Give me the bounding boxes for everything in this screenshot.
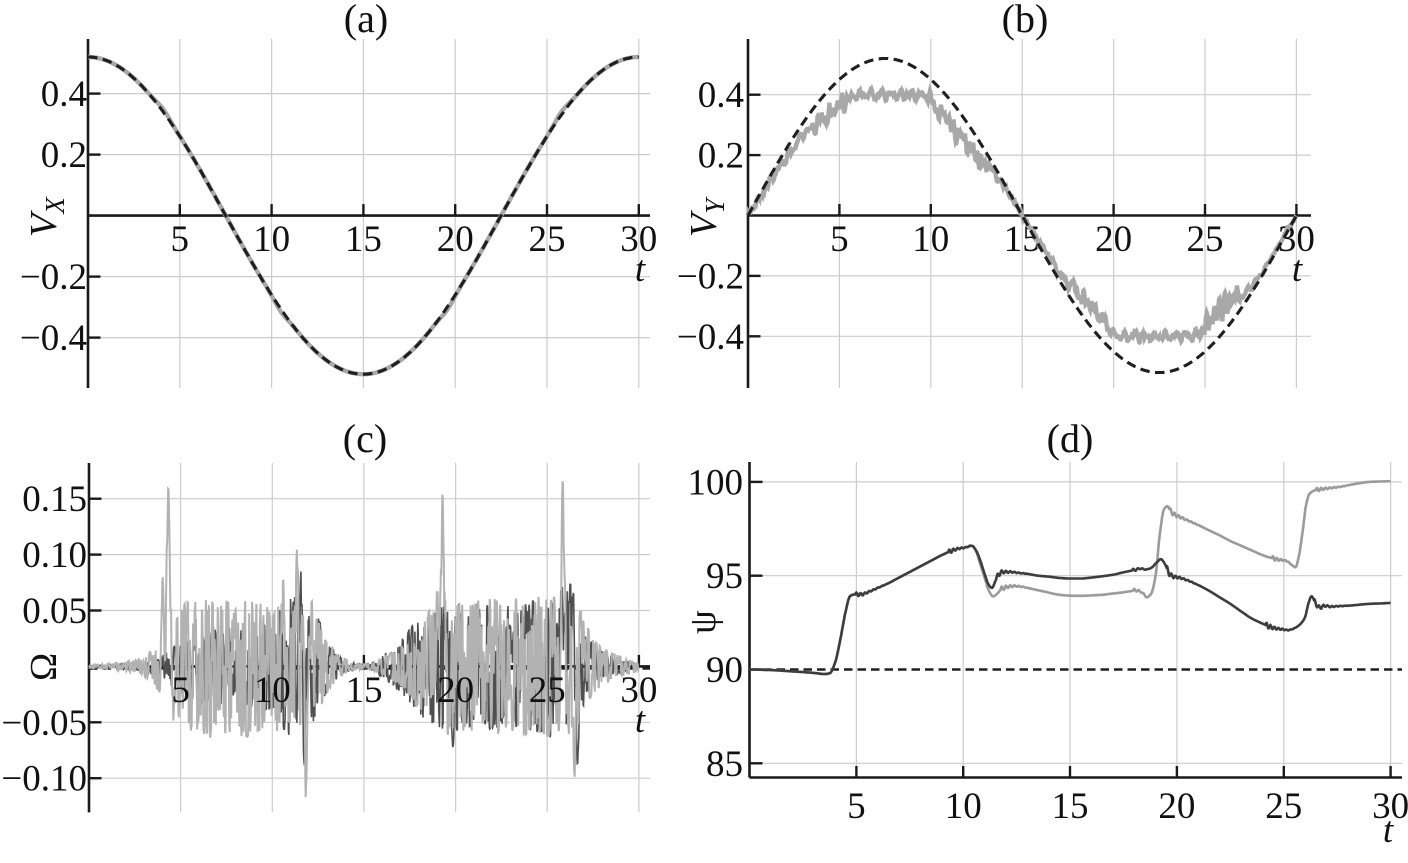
svg-text:ψ: ψ xyxy=(682,610,724,634)
svg-text:95: 95 xyxy=(706,556,743,597)
svg-text:(b): (b) xyxy=(1002,0,1049,41)
svg-text:30: 30 xyxy=(620,670,657,711)
svg-text:10: 10 xyxy=(253,219,290,260)
svg-text:−0.10: −0.10 xyxy=(1,759,87,800)
svg-text:5: 5 xyxy=(171,670,190,711)
svg-text:20: 20 xyxy=(1158,786,1195,827)
svg-text:10: 10 xyxy=(945,786,982,827)
svg-text:20: 20 xyxy=(437,670,474,711)
svg-text:5: 5 xyxy=(847,786,866,827)
svg-text:−0.05: −0.05 xyxy=(1,703,87,744)
svg-text:25: 25 xyxy=(529,219,566,260)
svg-text:t: t xyxy=(635,700,647,741)
svg-text:0.4: 0.4 xyxy=(698,75,744,116)
svg-text:−0.4: −0.4 xyxy=(677,317,744,358)
svg-text:20: 20 xyxy=(1095,219,1132,260)
svg-text:15: 15 xyxy=(345,219,382,260)
svg-text:25: 25 xyxy=(1265,786,1302,827)
svg-text:t: t xyxy=(1292,249,1304,290)
svg-text:25: 25 xyxy=(1187,219,1224,260)
svg-text:25: 25 xyxy=(529,670,566,711)
svg-text:−0.4: −0.4 xyxy=(20,318,87,359)
svg-text:10: 10 xyxy=(912,219,949,260)
svg-text:(d): (d) xyxy=(1047,416,1094,461)
svg-text:90: 90 xyxy=(706,650,743,691)
svg-text:0.15: 0.15 xyxy=(22,479,87,520)
svg-text:t: t xyxy=(635,249,647,290)
svg-text:(c): (c) xyxy=(343,416,387,461)
svg-text:100: 100 xyxy=(688,462,744,503)
svg-text:0.05: 0.05 xyxy=(22,591,87,632)
svg-text:85: 85 xyxy=(706,744,743,785)
svg-text:−0.2: −0.2 xyxy=(20,257,87,298)
svg-text:t: t xyxy=(1383,810,1395,851)
svg-text:15: 15 xyxy=(345,670,382,711)
svg-text:30: 30 xyxy=(620,219,657,260)
svg-text:0.4: 0.4 xyxy=(41,74,87,115)
svg-text:10: 10 xyxy=(254,670,291,711)
svg-text:5: 5 xyxy=(830,219,849,260)
svg-text:0.2: 0.2 xyxy=(41,135,87,176)
svg-text:−0.2: −0.2 xyxy=(677,256,744,297)
svg-text:30: 30 xyxy=(1372,786,1408,827)
svg-text:0.10: 0.10 xyxy=(22,535,87,576)
svg-text:(a): (a) xyxy=(344,0,388,41)
svg-text:Ω: Ω xyxy=(23,653,65,681)
svg-text:15: 15 xyxy=(1052,786,1089,827)
svg-text:20: 20 xyxy=(437,219,474,260)
svg-text:5: 5 xyxy=(171,219,190,260)
svg-text:0.2: 0.2 xyxy=(698,136,744,177)
